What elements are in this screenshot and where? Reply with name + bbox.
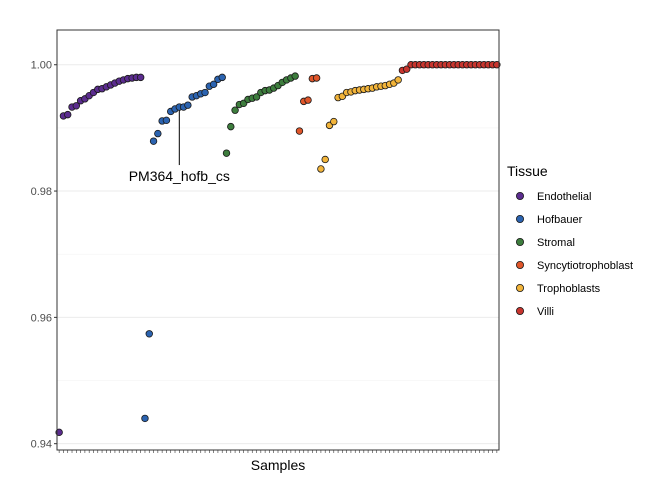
annotation-label: PM364_hofb_cs: [129, 168, 230, 184]
legend-label: Endothelial: [537, 191, 591, 203]
panel-border: [56, 29, 500, 451]
data-point: [304, 96, 312, 104]
data-point: [201, 88, 209, 97]
data-point: [218, 73, 226, 82]
data-point: [227, 122, 235, 131]
data-point: [231, 106, 239, 114]
data-point: [72, 102, 81, 110]
data-point: [403, 65, 411, 73]
data-point: [162, 116, 171, 125]
data-point: [321, 155, 329, 164]
y-axis-ticks: 0.94 0.96 0.98 1.00: [31, 60, 57, 451]
data-point: [394, 76, 402, 84]
y-tick-label: 1.00: [31, 60, 52, 72]
legend-label: Hofbauer: [537, 214, 583, 226]
data-point: [141, 414, 149, 423]
y-tick-label: 0.94: [31, 439, 52, 451]
y-tick-label: 0.98: [31, 186, 52, 198]
data-point: [330, 117, 338, 126]
legend-key: [516, 260, 525, 269]
data-point: [184, 101, 192, 109]
data-point: [149, 137, 158, 145]
data-point: [312, 74, 321, 82]
legend-key: [516, 283, 525, 292]
legend-key: [516, 191, 525, 200]
legend-title: Tissue: [507, 163, 548, 179]
legend-key: [516, 237, 525, 246]
legend-label: Villi: [537, 306, 554, 318]
legend: Tissue Endothelial Hofbauer Stromal Syncyti…: [507, 163, 633, 318]
grid-lines: [57, 64, 499, 445]
annotations: PM364_hofb_cs: [129, 110, 230, 184]
data-points: [55, 61, 501, 437]
data-point: [136, 73, 145, 82]
legend-key: [516, 306, 525, 315]
legend-label: Trophoblasts: [537, 283, 601, 295]
data-point: [222, 149, 231, 157]
x-axis-title: Samples: [251, 457, 305, 473]
data-point: [317, 165, 325, 173]
data-point: [209, 80, 218, 89]
data-point: [154, 129, 162, 138]
legend-label: Stromal: [537, 237, 575, 249]
data-point: [64, 110, 72, 119]
data-point: [252, 93, 261, 101]
legend-key: [516, 214, 525, 223]
data-point: [295, 127, 304, 135]
y-tick-label: 0.96: [31, 312, 52, 324]
data-point: [145, 330, 153, 338]
legend-label: Syncytiotrophoblast: [537, 260, 633, 272]
data-point: [291, 72, 299, 80]
